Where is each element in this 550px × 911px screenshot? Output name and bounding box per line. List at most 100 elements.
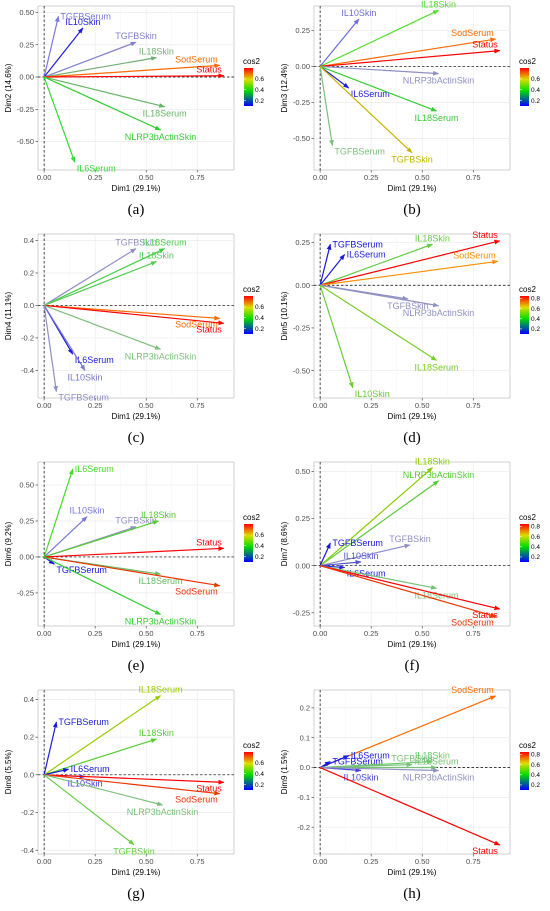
vector-label: Status [472, 610, 498, 620]
y-tick-label: -0.50 [293, 366, 310, 375]
x-tick-label: 0.25 [88, 173, 103, 182]
vector-IL6Serum [43, 768, 70, 776]
vector-NLRP3bActinSkin [43, 556, 162, 616]
legend-tick-label: 0.6 [255, 76, 264, 83]
vector-IL10Skin [319, 18, 360, 67]
y-axis-label: Dim6 (9.2%) [4, 521, 13, 566]
y-tick-label: 0.50 [19, 8, 34, 17]
y-tick-label: 0.00 [295, 561, 310, 570]
legend-tick-label: 0.2 [255, 554, 264, 561]
x-tick-label: 0.50 [139, 629, 154, 638]
vector-label: SodSerum [175, 319, 218, 329]
y-tick-label: 0.0 [300, 763, 310, 772]
vector-label: IL6Serum [351, 89, 390, 99]
legend-tick-label: 0.6 [531, 534, 540, 541]
vector-label: TGFBSkin [391, 155, 433, 165]
vector-label: IL18Serum [414, 113, 458, 123]
y-tick-label: 0.50 [295, 467, 310, 476]
legend-tick-label: 0.2 [531, 782, 540, 789]
vector-label: Status [472, 230, 498, 240]
x-axis-label: Dim1 (29.1%) [112, 184, 161, 193]
vector-IL6Serum [43, 76, 76, 163]
vector-label: IL6Serum [75, 464, 114, 474]
y-tick-label: -0.25 [293, 324, 310, 333]
panel-e-chart: 0.00 0.25 0.50 0.75 0.50 0.25 0.00 -0.25 Dim1 (2… [4, 461, 264, 649]
y-tick-label: -0.2 [21, 334, 34, 343]
vector-SodSerum [44, 774, 221, 796]
y-axis-label: Dim9 (1.5%) [280, 749, 289, 794]
legend-tick-label: 0.8 [531, 752, 540, 759]
legend-tick-label: 0.2 [531, 98, 540, 105]
vector-TGFBSkin [319, 65, 413, 154]
vector-label: TGFBSerum [332, 538, 383, 548]
vector-IL18Skin [319, 9, 440, 67]
cos2-legend: cos2 0.8 0.6 0.4 0.2 [519, 513, 540, 562]
plot-area [37, 689, 235, 855]
x-tick-label: 0.50 [139, 173, 154, 182]
vector-label: Status [196, 537, 222, 547]
panel-a-chart: 0.00 0.25 0.50 0.75 0.50 0.25 0.00 -0.25 -0.50 Di… [4, 5, 264, 193]
vector-IL18Skin [319, 467, 433, 567]
vector-IL18Serum [319, 65, 438, 112]
vector-label: IL10Skin [343, 773, 378, 783]
vector-label: TGFBSerum [56, 565, 107, 575]
vector-label: IL18Serum [414, 757, 458, 767]
plot-area [37, 461, 235, 627]
vector-IL10Skin [43, 27, 84, 78]
cos2-legend: cos2 0.6 0.4 0.2 [243, 741, 264, 790]
y-tick-label: 0.25 [295, 238, 310, 247]
y-tick-label: 0.2 [24, 733, 34, 742]
panel-c-caption: (c) [127, 430, 145, 446]
vector-label: TGFBSkin [387, 301, 429, 311]
plot-area [313, 461, 511, 627]
vector-SodSerum [44, 304, 221, 321]
x-tick-label: 0.25 [364, 857, 379, 866]
y-tick-label: -0.1 [297, 793, 310, 802]
vector-label: IL6Serum [347, 250, 386, 260]
vector-SodSerum [44, 63, 221, 78]
legend-tick-label: 0.6 [255, 304, 264, 311]
vector-label: IL6Serum [77, 163, 116, 173]
plot-area [313, 689, 511, 855]
y-tick-label: 0.2 [300, 703, 310, 712]
legend-tick-label: 0.2 [255, 782, 264, 789]
vector-label: SodSerum [175, 54, 218, 64]
legend-tick-label: 0.2 [255, 98, 264, 105]
x-tick-label: 0.00 [37, 857, 52, 866]
legend-tick-label: 0.4 [531, 87, 540, 94]
y-tick-label: -0.25 [17, 589, 34, 598]
vector-label: SodSerum [175, 587, 218, 597]
x-tick-label: 0.75 [466, 173, 481, 182]
panel-g-caption: (g) [127, 886, 145, 902]
vector-label: NLRP3bActinSkin [403, 308, 475, 318]
y-tick-label: -0.25 [17, 105, 34, 114]
vector-Status [44, 546, 225, 558]
x-tick-label: 0.00 [313, 857, 328, 866]
vector-label: NLRP3bActinSkin [403, 773, 475, 783]
vector-IL6Serum [43, 468, 74, 558]
vector-IL6Serum [319, 254, 346, 286]
x-tick-label: 0.50 [415, 857, 430, 866]
x-tick-label: 0.75 [466, 401, 481, 410]
x-tick-label: 0.25 [88, 401, 103, 410]
legend-colorbar [520, 752, 529, 790]
legend-tick-label: 0.8 [531, 524, 540, 531]
x-tick-label: 0.75 [190, 629, 205, 638]
y-tick-label: 0.50 [19, 481, 34, 490]
panel-e-caption: (e) [127, 658, 145, 674]
x-tick-label: 0.50 [139, 401, 154, 410]
vector-label: SodSerum [175, 795, 218, 805]
vector-IL10Skin [43, 305, 86, 371]
vector-label: NLRP3bActinSkin [125, 351, 197, 361]
vector-label: IL6Serum [75, 355, 114, 365]
vector-NLRP3bActinSkin [320, 284, 440, 308]
vector-label: TGFBSerum [60, 11, 111, 21]
vector-NLRP3bActinSkin [320, 766, 440, 773]
vector-label: Status [196, 65, 222, 75]
vector-label: IL18Skin [139, 728, 174, 738]
vector-label: TGFBSkin [115, 31, 157, 41]
y-tick-label: -0.50 [17, 137, 34, 146]
